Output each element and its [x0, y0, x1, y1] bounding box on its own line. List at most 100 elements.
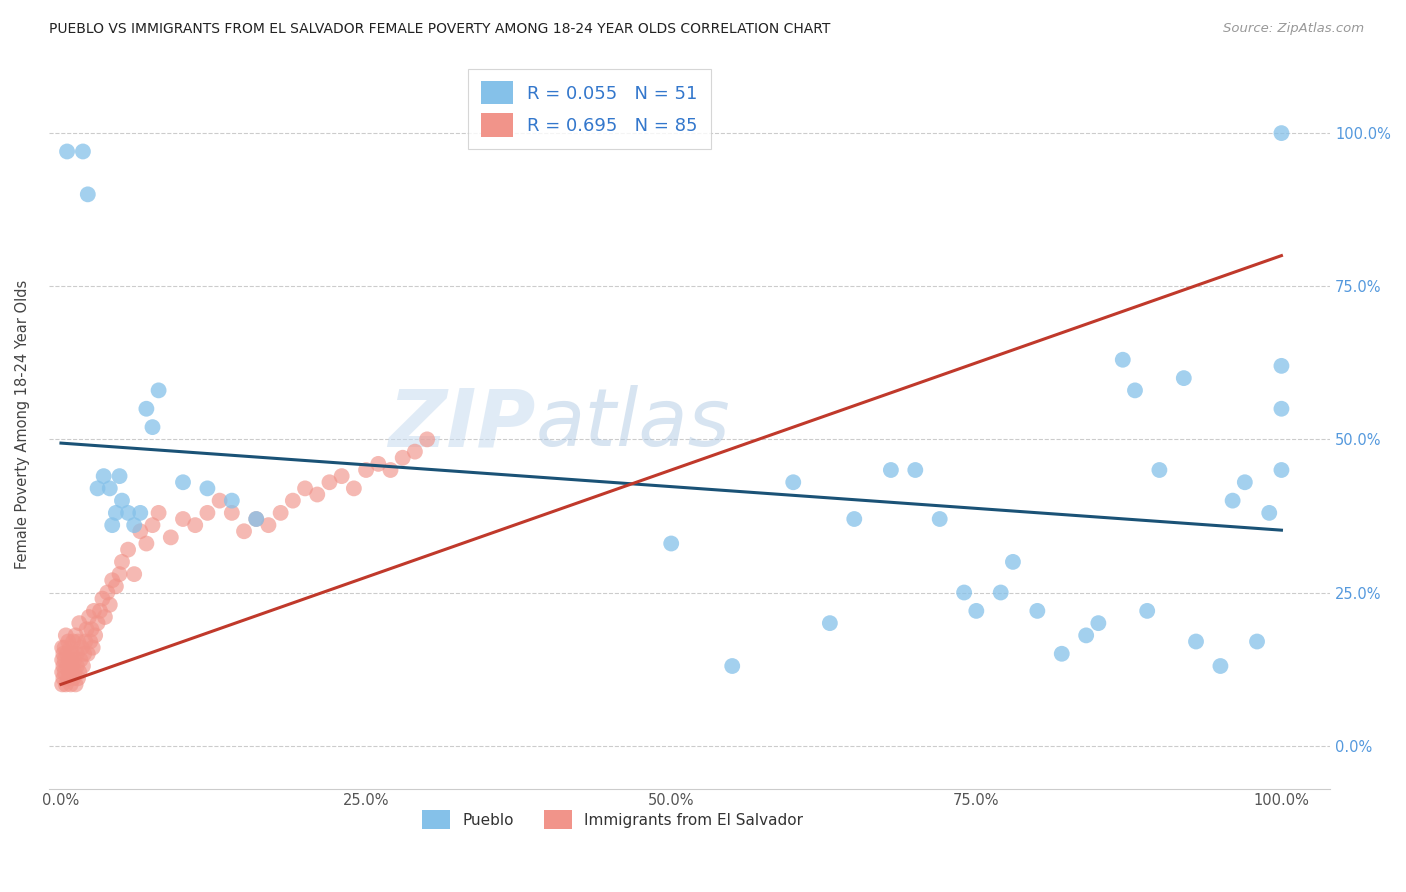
Point — [245, 512, 267, 526]
Point — [79, 634, 101, 648]
Point — [67, 665, 90, 680]
Point — [104, 506, 127, 520]
Point — [1246, 634, 1268, 648]
Y-axis label: Female Poverty Among 18-24 Year Olds: Female Poverty Among 18-24 Year Olds — [15, 279, 30, 569]
Point — [1050, 647, 1073, 661]
Point — [844, 512, 866, 526]
Point — [135, 536, 157, 550]
Point — [1233, 475, 1256, 490]
Point — [62, 634, 84, 648]
Point — [67, 671, 90, 685]
Point — [1087, 616, 1109, 631]
Point — [257, 518, 280, 533]
Point — [51, 653, 73, 667]
Point — [93, 469, 115, 483]
Point — [117, 542, 139, 557]
Point — [129, 524, 152, 539]
Point — [404, 444, 426, 458]
Point — [1209, 659, 1232, 673]
Point — [91, 591, 114, 606]
Point — [221, 506, 243, 520]
Point — [108, 469, 131, 483]
Point — [80, 622, 103, 636]
Point — [82, 640, 104, 655]
Point — [1123, 384, 1146, 398]
Point — [367, 457, 389, 471]
Point — [1270, 401, 1292, 416]
Point — [96, 585, 118, 599]
Point — [101, 518, 124, 533]
Point — [65, 628, 87, 642]
Point — [73, 647, 96, 661]
Point — [104, 579, 127, 593]
Point — [391, 450, 413, 465]
Point — [1270, 126, 1292, 140]
Point — [63, 653, 86, 667]
Point — [184, 518, 207, 533]
Point — [1258, 506, 1281, 520]
Point — [51, 640, 73, 655]
Point — [818, 616, 841, 631]
Point — [56, 659, 79, 673]
Point — [62, 671, 84, 685]
Point — [55, 628, 77, 642]
Point — [197, 482, 219, 496]
Point — [197, 506, 219, 520]
Point — [53, 640, 76, 655]
Point — [1222, 493, 1244, 508]
Point — [60, 647, 83, 661]
Point — [148, 506, 170, 520]
Point — [94, 610, 117, 624]
Point — [135, 401, 157, 416]
Point — [117, 506, 139, 520]
Point — [221, 493, 243, 508]
Point — [380, 463, 402, 477]
Point — [59, 640, 82, 655]
Point — [52, 671, 75, 685]
Point — [270, 506, 292, 520]
Legend: Pueblo, Immigrants from El Salvador: Pueblo, Immigrants from El Salvador — [416, 804, 808, 836]
Point — [245, 512, 267, 526]
Point — [1270, 359, 1292, 373]
Point — [77, 610, 100, 624]
Point — [51, 677, 73, 691]
Point — [56, 145, 79, 159]
Point — [1112, 352, 1135, 367]
Point — [72, 659, 94, 673]
Point — [98, 598, 121, 612]
Point — [953, 585, 976, 599]
Point — [159, 530, 181, 544]
Point — [1076, 628, 1098, 642]
Point — [58, 671, 80, 685]
Point — [141, 518, 163, 533]
Point — [55, 677, 77, 691]
Point — [965, 604, 987, 618]
Point — [52, 647, 75, 661]
Point — [416, 433, 439, 447]
Text: ZIP: ZIP — [388, 385, 536, 463]
Point — [208, 493, 231, 508]
Point — [1185, 634, 1208, 648]
Point — [111, 555, 134, 569]
Point — [1173, 371, 1195, 385]
Point — [1136, 604, 1159, 618]
Point — [76, 187, 98, 202]
Point — [75, 634, 97, 648]
Point — [148, 384, 170, 398]
Point — [990, 585, 1012, 599]
Point — [880, 463, 903, 477]
Text: PUEBLO VS IMMIGRANTS FROM EL SALVADOR FEMALE POVERTY AMONG 18-24 YEAR OLDS CORRE: PUEBLO VS IMMIGRANTS FROM EL SALVADOR FE… — [49, 22, 831, 37]
Point — [354, 463, 377, 477]
Point — [281, 493, 304, 508]
Point — [63, 665, 86, 680]
Point — [67, 616, 90, 631]
Text: atlas: atlas — [536, 385, 731, 463]
Point — [98, 482, 121, 496]
Point — [1001, 555, 1024, 569]
Text: Source: ZipAtlas.com: Source: ZipAtlas.com — [1223, 22, 1364, 36]
Point — [101, 574, 124, 588]
Point — [56, 647, 79, 661]
Point — [84, 628, 107, 642]
Point — [58, 665, 80, 680]
Point — [294, 482, 316, 496]
